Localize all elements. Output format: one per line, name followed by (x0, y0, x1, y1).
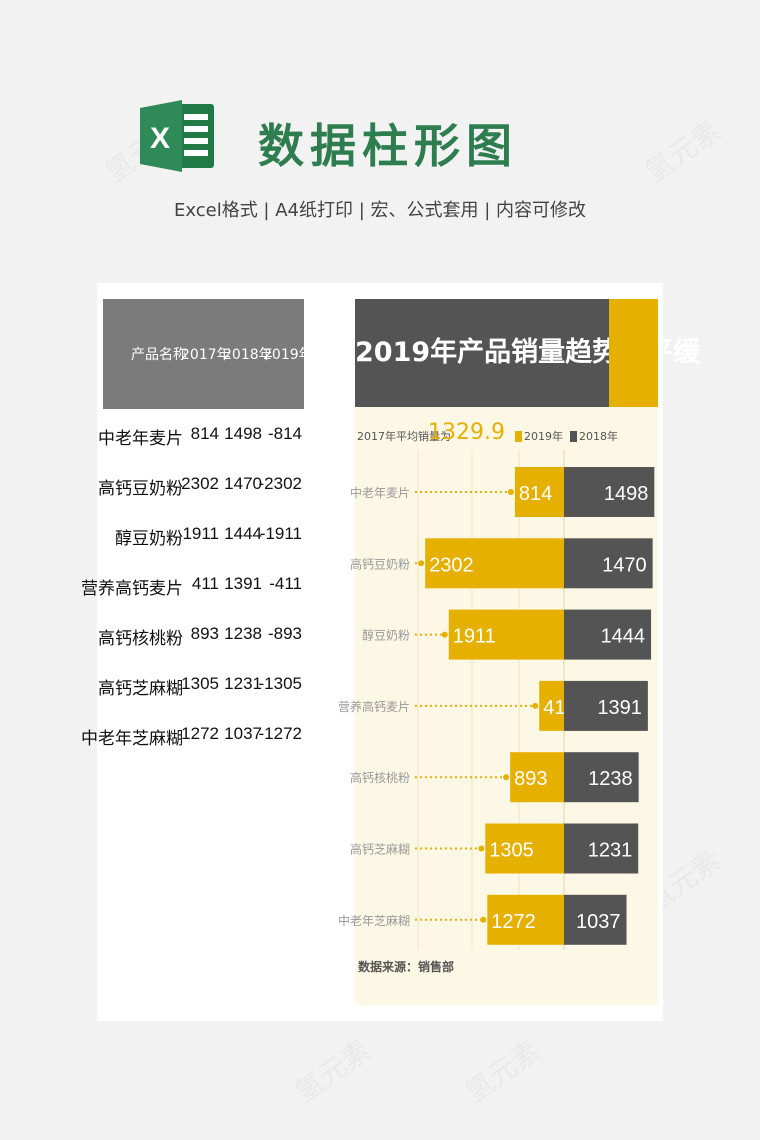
legend-swatch-2019 (515, 431, 522, 442)
column-header-name: 产品名称 (131, 347, 187, 363)
cell-2018: 1238 (224, 624, 262, 643)
cell-2018: 1470 (224, 474, 262, 493)
cell-name: 中老年麦片 (98, 429, 183, 448)
table-row: 中老年芝麻糊 1272 1037 -1272 (81, 720, 313, 750)
legend-label-2019: 2019年 (524, 430, 563, 443)
cell-2017: 411 (191, 574, 219, 593)
cell-2019: -411 (269, 574, 302, 593)
cell-name: 醇豆奶粉 (115, 529, 183, 548)
watermark: 氢元素 (288, 1033, 377, 1109)
excel-icon-letter: X (150, 122, 170, 155)
watermark: 氢元素 (638, 113, 727, 189)
cell-2017: 1305 (181, 674, 219, 693)
watermark: 氢元素 (458, 1033, 547, 1109)
column-header-2019: 2019年 (263, 347, 313, 363)
cell-name: 中老年芝麻糊 (81, 729, 183, 748)
column-header-2017: 2017年 (181, 347, 231, 363)
cell-name: 高钙豆奶粉 (98, 479, 183, 498)
cell-2019: -2302 (258, 474, 302, 493)
table-row: 高钙豆奶粉 2302 1470 -2302 (98, 470, 313, 500)
cell-2018: 1391 (224, 574, 262, 593)
excel-icon: X (140, 98, 220, 174)
cell-name: 高钙核桃粉 (98, 629, 183, 648)
cell-2019: -1305 (258, 674, 302, 693)
cell-2018: 1444 (224, 524, 262, 543)
legend-label-2018: 2018年 (579, 430, 618, 443)
cell-name: 高钙芝麻糊 (98, 679, 183, 698)
column-header-2018: 2018年 (223, 347, 273, 363)
table-header: 产品名称 2017年 2018年 2019年 (103, 299, 313, 409)
cell-2017: 1911 (182, 524, 219, 543)
cell-2017: 893 (190, 624, 219, 643)
cell-2017: 814 (190, 424, 219, 443)
legend-swatch-2018 (570, 431, 577, 442)
chart-title: 2019年产品销量趋势较平缓 (355, 337, 701, 368)
page-title: 数据柱形图 (258, 119, 518, 173)
cell-2018: 1037 (224, 724, 262, 743)
cell-2017: 2302 (181, 474, 219, 493)
data-source: 数据来源：销售部 (358, 960, 455, 974)
table-row: 高钙核桃粉 893 1238 -893 (98, 620, 313, 650)
cell-2017: 1272 (181, 724, 219, 743)
table-row: 营养高钙麦片 411 1391 -411 (81, 570, 313, 600)
cell-2019: -1911 (259, 524, 302, 543)
cell-2019: -1272 (258, 724, 302, 743)
table-row: 中老年麦片 814 1498 -814 (98, 420, 313, 450)
cell-2019: -893 (267, 624, 302, 643)
cell-2018: 1231 (224, 674, 262, 693)
chart-title-bar (355, 299, 609, 407)
chart-title-accent (609, 299, 658, 407)
cell-2019: -814 (267, 424, 302, 443)
page-subtitle: Excel格式 | A4纸打印 | 宏、公式套用 | 内容可修改 (174, 200, 586, 221)
average-value: 1329.9 (428, 420, 505, 445)
cell-2018: 1498 (224, 424, 262, 443)
cell-name: 营养高钙麦片 (81, 579, 183, 598)
table-row: 高钙芝麻糊 1305 1231 -1305 (98, 670, 313, 700)
table-row: 醇豆奶粉 1911 1444 -1911 (103, 520, 313, 550)
average-label: 2017年平均销量为 (357, 430, 451, 443)
